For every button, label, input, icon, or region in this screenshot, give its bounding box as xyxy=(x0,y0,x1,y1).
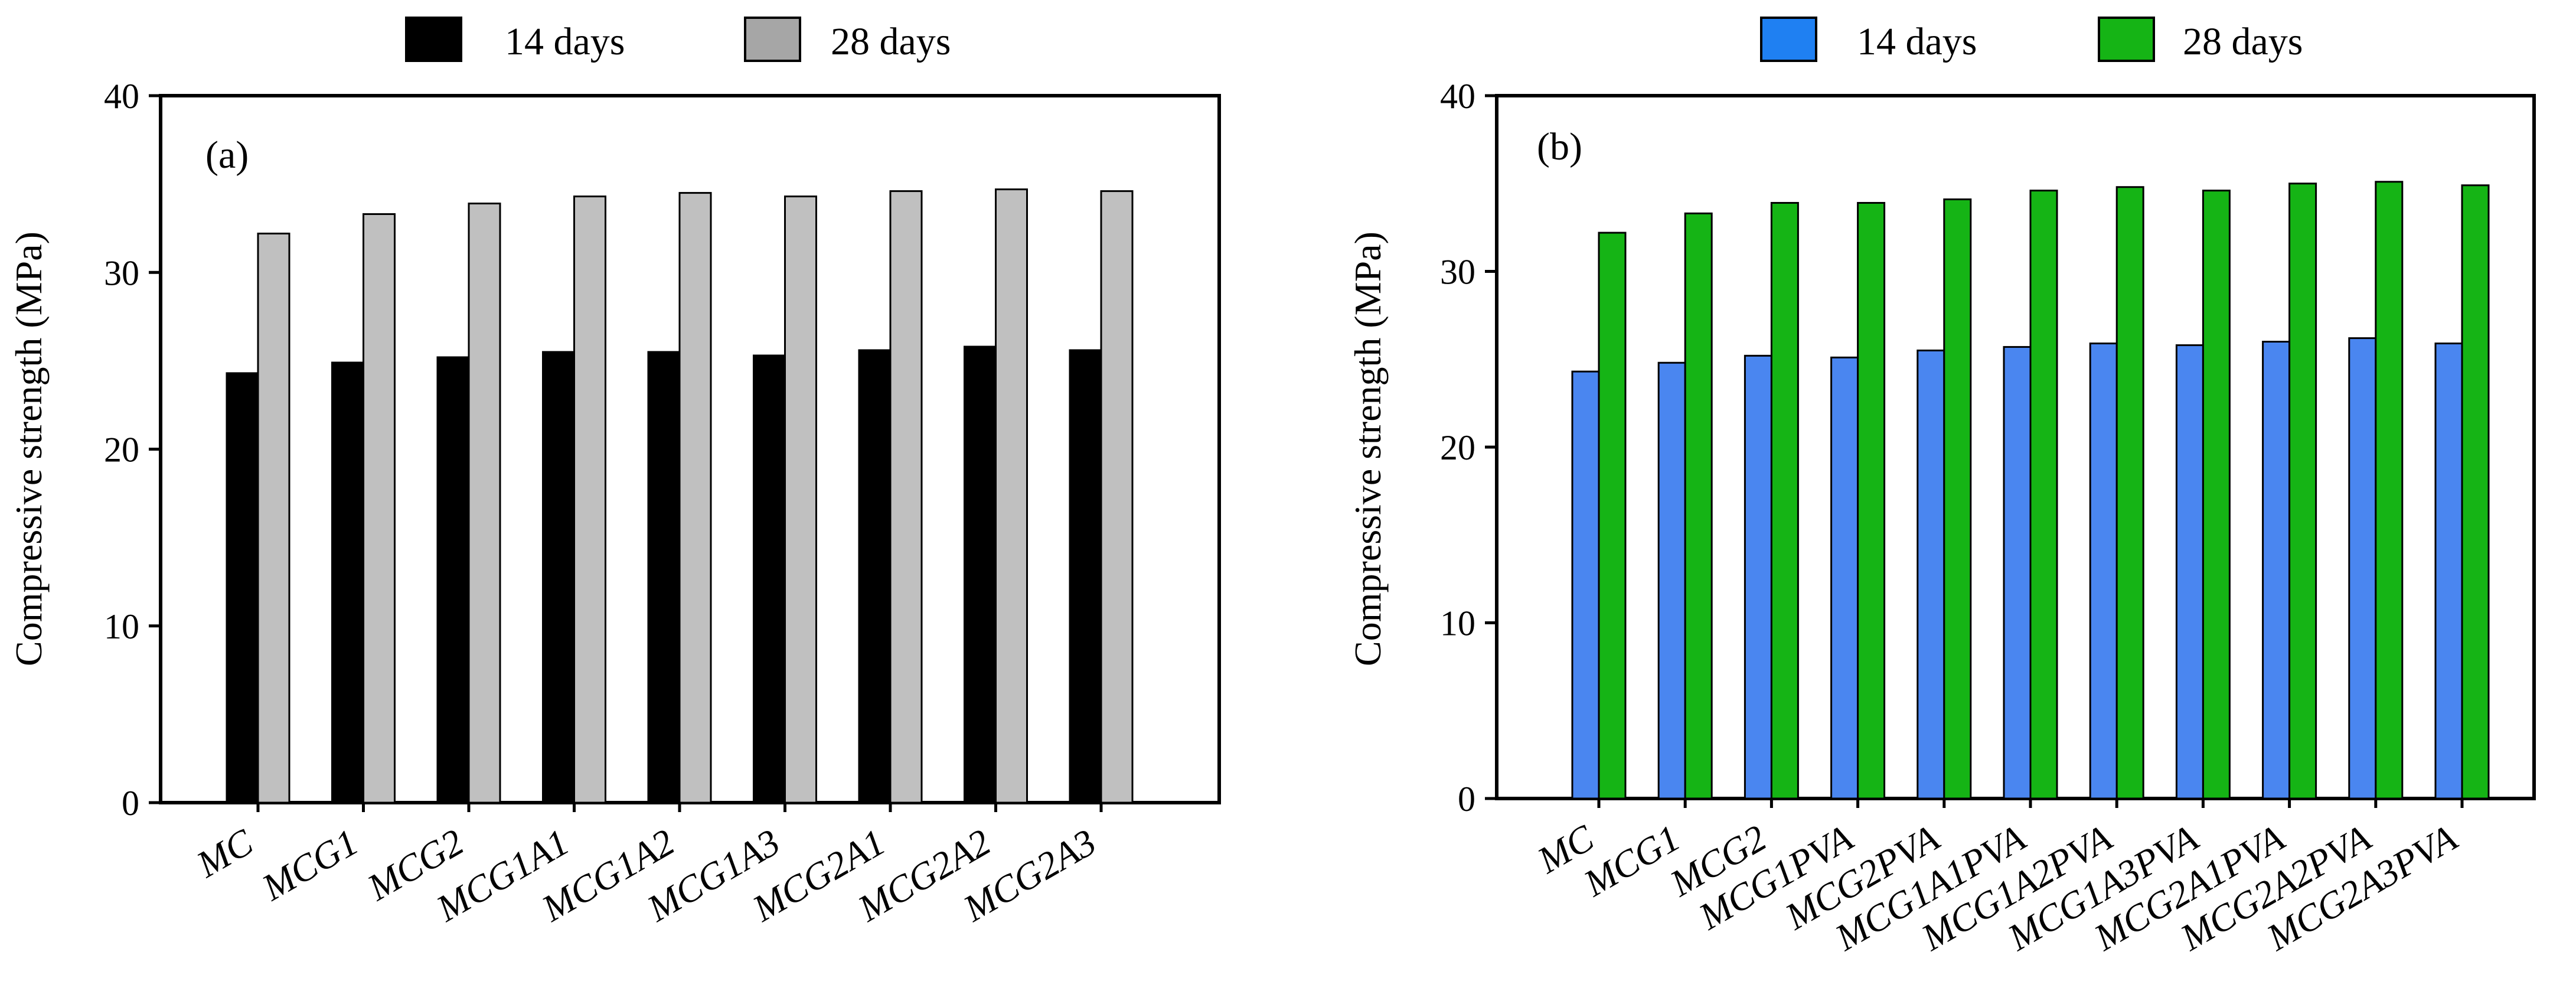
bar-b-mcg2a1pva-14-days[interactable] xyxy=(2262,341,2291,800)
legend-b-swatch-14-days xyxy=(1760,17,1817,62)
legend-a-item-14-days[interactable]: 14 days xyxy=(405,17,625,63)
bar-a-mcg1a1-28-days[interactable] xyxy=(573,195,606,804)
x-tick-label-b-mcg1: MCG1 xyxy=(1576,817,1687,905)
y-tick-label-b-40: 40 xyxy=(1440,77,1475,116)
bar-a-mcg1-28-days[interactable] xyxy=(363,213,396,804)
legend-a: 14 days 28 days xyxy=(405,17,951,63)
y-tick-label-b-10: 10 xyxy=(1440,604,1475,643)
bar-b-mcg1a2pva-28-days[interactable] xyxy=(2115,186,2144,800)
legend-b-item-14-days[interactable]: 14 days xyxy=(1760,17,1977,63)
bar-a-mcg2a1-28-days[interactable] xyxy=(889,190,923,804)
bar-a-mcg2a1-14-days[interactable] xyxy=(858,349,892,804)
y-tick-label-a-30: 30 xyxy=(104,253,139,292)
x-tick-label-a-mc: MC xyxy=(189,820,260,886)
bar-a-mcg1a2-28-days[interactable] xyxy=(678,192,712,804)
y-axis-ticks-a: 0 10 20 30 40 xyxy=(104,77,161,823)
bar-a-mc-14-days[interactable] xyxy=(226,372,259,804)
legend-a-label-14-days: 14 days xyxy=(505,20,625,63)
bar-b-mcg1a2pva-14-days[interactable] xyxy=(2089,342,2118,800)
panel-label-a: (a) xyxy=(205,133,249,177)
bar-a-mcg1a3-14-days[interactable] xyxy=(753,354,786,804)
bar-b-mcg1-14-days[interactable] xyxy=(1657,361,1686,800)
legend-a-swatch-14-days xyxy=(405,17,462,62)
bar-b-mcg2a2pva-28-days[interactable] xyxy=(2375,181,2404,800)
legend-a-swatch-28-days xyxy=(744,17,801,62)
legend-b: 14 days 28 days xyxy=(1760,17,2303,63)
bar-b-mcg1pva-28-days[interactable] xyxy=(1857,201,1886,800)
y-tick-label-b-30: 30 xyxy=(1440,253,1475,292)
bars-a xyxy=(226,188,1134,804)
bar-a-mcg2a3-28-days[interactable] xyxy=(1100,190,1134,804)
x-axis-labels-a: MCMCG1MCG2MCG1A1MCG1A2MCG1A3MCG2A1MCG2A2… xyxy=(189,803,1103,930)
bar-a-mcg2-14-days[interactable] xyxy=(436,356,470,804)
y-tick-label-b-0: 0 xyxy=(1458,780,1475,819)
bar-b-mcg1a1pva-28-days[interactable] xyxy=(2029,190,2058,800)
bar-b-mcg2pva-14-days[interactable] xyxy=(1917,349,1945,800)
y-tick-label-b-20: 20 xyxy=(1440,428,1475,467)
bar-b-mcg1a1pva-14-days[interactable] xyxy=(2003,346,2032,800)
chart-panel-a: 14 days 28 days (a) Compressive strength… xyxy=(8,17,1221,930)
y-axis-title-b: Compressive strength (MPa) xyxy=(1347,232,1389,666)
legend-b-item-28-days[interactable]: 28 days xyxy=(2098,17,2303,63)
bar-b-mc-14-days[interactable] xyxy=(1571,370,1600,800)
legend-a-item-28-days[interactable]: 28 days xyxy=(744,17,951,63)
bar-b-mcg2a1pva-28-days[interactable] xyxy=(2288,183,2317,800)
bar-a-mcg1a2-14-days[interactable] xyxy=(647,351,681,804)
legend-a-label-28-days: 28 days xyxy=(831,20,951,63)
legend-b-swatch-28-days xyxy=(2098,17,2155,62)
y-axis-title-a: Compressive strength (MPa) xyxy=(8,232,50,666)
chart-panel-b: 14 days 28 days (b) Compressive strength… xyxy=(1347,17,2536,959)
bar-b-mcg2a3pva-14-days[interactable] xyxy=(2434,342,2463,800)
bar-a-mcg2a3-14-days[interactable] xyxy=(1069,349,1102,804)
x-tick-label-a-mcg1: MCG1 xyxy=(254,821,365,909)
legend-b-label-28-days: 28 days xyxy=(2183,20,2303,63)
bar-a-mcg2a2-28-days[interactable] xyxy=(995,188,1028,804)
bar-a-mcg2a2-14-days[interactable] xyxy=(964,346,997,804)
bar-b-mcg2-28-days[interactable] xyxy=(1770,201,1799,800)
bar-a-mcg1-14-days[interactable] xyxy=(331,361,364,804)
bar-a-mcg1a3-28-days[interactable] xyxy=(784,195,817,804)
panel-label-b: (b) xyxy=(1537,125,1582,168)
bar-b-mcg2a3pva-28-days[interactable] xyxy=(2461,184,2490,800)
bar-a-mcg1a1-14-days[interactable] xyxy=(542,351,575,804)
bar-b-mcg1-28-days[interactable] xyxy=(1684,212,1713,800)
bar-b-mcg2a2pva-14-days[interactable] xyxy=(2348,337,2377,800)
bar-b-mcg1a3pva-28-days[interactable] xyxy=(2202,190,2231,800)
y-tick-label-a-10: 10 xyxy=(104,607,139,646)
bar-b-mcg1pva-14-days[interactable] xyxy=(1830,356,1859,800)
x-axis-labels-b: MCMCG1MCG2MCG1PVAMCG2PVAMCG1A1PVAMCG1A2P… xyxy=(1530,799,2464,959)
legend-b-label-14-days: 14 days xyxy=(1857,20,1977,63)
bar-a-mcg2-28-days[interactable] xyxy=(468,203,501,804)
y-tick-label-a-40: 40 xyxy=(104,77,139,116)
y-tick-label-a-0: 0 xyxy=(122,784,139,823)
y-tick-label-a-20: 20 xyxy=(104,431,139,470)
bar-b-mcg2pva-28-days[interactable] xyxy=(1943,198,1972,800)
bar-b-mcg2-14-days[interactable] xyxy=(1744,354,1772,800)
bars-b xyxy=(1571,181,2490,800)
y-axis-ticks-b: 0 10 20 30 40 xyxy=(1440,77,1497,819)
bar-b-mc-28-days[interactable] xyxy=(1598,232,1627,800)
bar-a-mc-28-days[interactable] xyxy=(257,232,290,804)
bar-b-mcg1a3pva-14-days[interactable] xyxy=(2175,344,2204,800)
